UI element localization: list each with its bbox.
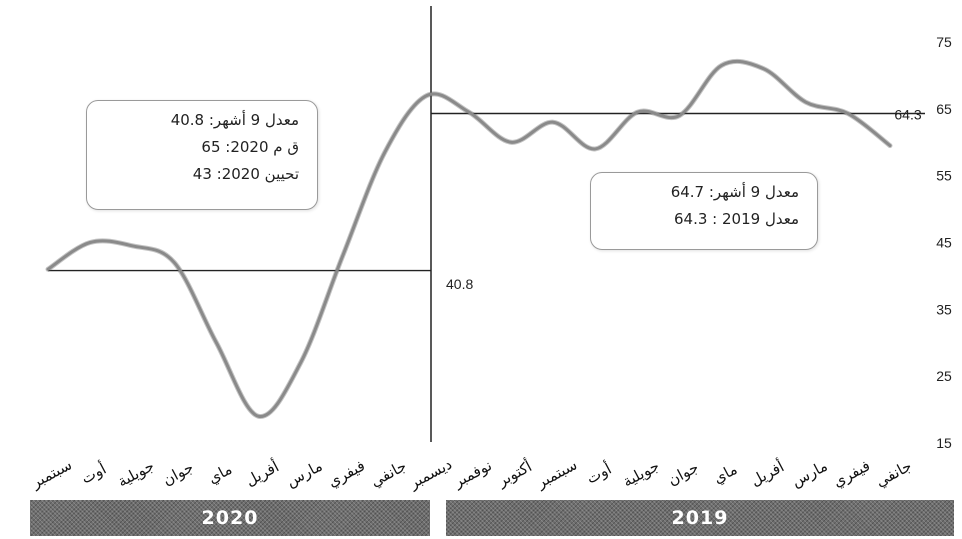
y-tick-15: 15 <box>936 435 952 451</box>
data-point-1 <box>847 112 849 115</box>
data-point-3 <box>763 68 765 70</box>
x-tick-label: سبتمبر <box>28 456 75 493</box>
x-tick-label: أكتوبر <box>493 456 535 490</box>
series-layer <box>45 58 893 419</box>
x-tick-label: أوت <box>583 459 614 488</box>
y-tick-25: 25 <box>936 368 952 384</box>
x-tick-label: جانفي <box>367 457 410 492</box>
data-point-15 <box>257 415 260 417</box>
data-point-11 <box>426 94 428 97</box>
y-tick-35: 35 <box>936 301 952 317</box>
y-tick-65: 65 <box>936 101 952 117</box>
y-axis-ticks: 15 25 35 45 55 65 75 <box>936 34 952 451</box>
x-tick-label: أفريل <box>747 457 787 490</box>
x-tick-label: نوفمبر <box>450 456 495 491</box>
data-point-20 <box>47 268 49 270</box>
annotation-2020-line-2: ق م 2020: 65 <box>201 138 299 156</box>
y-tick-75: 75 <box>936 34 952 50</box>
data-point-18 <box>131 245 133 247</box>
reference-label-64.3: 64.3 <box>894 107 921 123</box>
x-tick-label: فيفري <box>325 456 369 491</box>
x-tick-label: أفريل <box>242 457 282 490</box>
data-point-12 <box>384 151 386 153</box>
data-point-0 <box>889 144 891 147</box>
x-tick-label: أوت <box>78 459 109 488</box>
data-point-10 <box>468 111 470 113</box>
data-point-8 <box>552 121 554 123</box>
year-bar-2019: 2019 <box>446 500 954 536</box>
x-tick-label: جويلية <box>115 457 158 491</box>
x-tick-label: جوان <box>160 458 197 489</box>
data-point-6 <box>636 111 639 113</box>
year-label-2019: 2019 <box>671 507 729 529</box>
reference-label-40.8: 40.8 <box>446 276 473 292</box>
data-point-19 <box>89 241 91 244</box>
x-tick-label: مارس <box>788 457 830 491</box>
data-point-7 <box>594 148 596 150</box>
annotation-2019-line-1: معدل 9 أشهر: 64.7 <box>670 183 799 201</box>
data-point-14 <box>300 362 302 364</box>
data-point-17 <box>173 261 175 264</box>
annotation-2020-line-1: معدل 9 أشهر: 40.8 <box>170 111 299 129</box>
annotation-2020-line-3: تحيين 2020: 43 <box>192 165 299 183</box>
x-tick-label: ماي <box>710 460 740 488</box>
annotation-box-2020: معدل 9 أشهر: 40.8 ق م 2020: 65 تحيين 202… <box>86 100 318 210</box>
x-tick-label: جانفي <box>873 457 916 492</box>
data-point-2 <box>805 101 807 103</box>
series-line <box>46 59 892 418</box>
year-bar-2020: 2020 <box>30 500 430 536</box>
x-tick-label: ماي <box>205 460 235 488</box>
x-tick-label: سبتمبر <box>533 456 580 493</box>
x-tick-label: جويلية <box>620 457 663 491</box>
y-tick-55: 55 <box>936 168 952 184</box>
x-tick-label: ديسمبر <box>405 455 455 493</box>
x-tick-label: فيفري <box>830 456 874 491</box>
annotation-box-2019: معدل 9 أشهر: 64.7 معدل 2019 : 64.3 <box>590 172 818 250</box>
x-tick-label: مارس <box>283 457 325 491</box>
reference-lines: 64.3 40.8 <box>48 107 925 292</box>
x-axis-ticks: جانفيفيفريمارسأفريلمايجوانجويليةأوتسبتمب… <box>28 455 916 493</box>
annotation-2019-line-2: معدل 2019 : 64.3 <box>674 210 799 228</box>
data-point-16 <box>215 342 217 344</box>
data-point-4 <box>721 64 723 66</box>
data-point-13 <box>342 255 344 257</box>
year-label-2020: 2020 <box>201 507 259 529</box>
data-point-5 <box>678 114 681 117</box>
x-tick-label: جوان <box>665 458 702 489</box>
y-tick-45: 45 <box>936 235 952 251</box>
data-point-9 <box>510 141 512 143</box>
